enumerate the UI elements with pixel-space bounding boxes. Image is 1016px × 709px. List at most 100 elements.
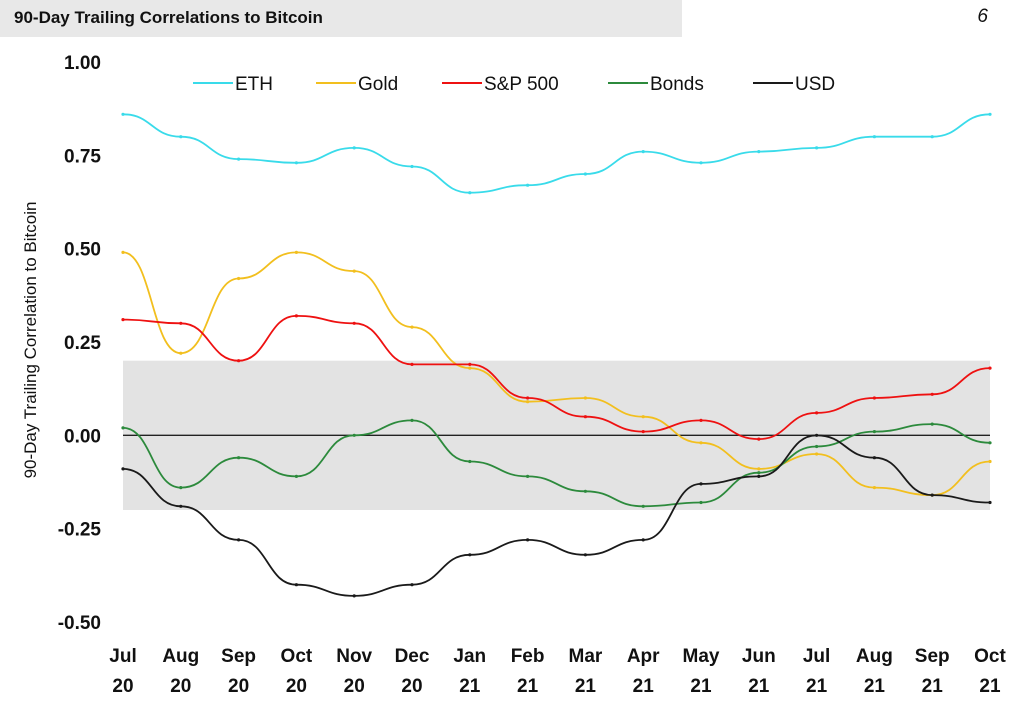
data-point	[699, 482, 703, 486]
data-point	[468, 362, 472, 366]
y-tick-label: 1.00	[64, 53, 101, 74]
data-point	[988, 366, 992, 370]
x-tick-year: 20	[170, 676, 191, 697]
x-tick-month: Mar	[569, 646, 603, 667]
data-point	[641, 150, 645, 154]
data-point	[930, 135, 934, 139]
x-tick-year: 21	[979, 676, 1001, 697]
data-point	[121, 250, 125, 254]
x-tick-month: Jun	[742, 646, 776, 667]
y-tick-label: 0.00	[64, 426, 101, 447]
data-point	[757, 471, 761, 475]
x-tick-year: 21	[517, 676, 539, 697]
data-point	[352, 321, 356, 325]
legend-label: S&P 500	[484, 74, 559, 95]
data-point	[988, 500, 992, 505]
y-tick-label: -0.50	[58, 613, 101, 634]
x-tick-month: Sep	[915, 646, 950, 667]
legend-label: Gold	[358, 74, 398, 95]
legend-label: USD	[795, 74, 835, 95]
data-point	[757, 474, 761, 478]
data-point	[410, 583, 414, 587]
data-point	[583, 553, 588, 557]
data-point	[757, 150, 761, 154]
data-point	[583, 489, 588, 493]
x-tick-year: 20	[286, 676, 307, 697]
x-axis-ticks: Jul 20 Aug 20 Sep 20 Oct 20 Nov 20 Dec 20 Jan 21 Feb 21…	[109, 646, 1006, 697]
data-point	[410, 325, 414, 329]
series-line-bonds	[122, 419, 991, 508]
data-point	[121, 112, 125, 116]
data-point	[237, 359, 241, 363]
x-tick-month: Jul	[109, 646, 136, 667]
data-point	[526, 538, 530, 542]
data-point	[179, 135, 183, 139]
data-point	[526, 396, 530, 400]
x-tick-year: 21	[575, 676, 597, 697]
data-point	[930, 493, 934, 497]
data-point	[872, 135, 877, 139]
y-axis-label: 90-Day Trailing Correlation to Bitcoin	[21, 202, 40, 479]
data-point	[294, 250, 298, 254]
data-point	[121, 467, 125, 471]
data-point	[294, 314, 298, 318]
x-tick-month: Oct	[974, 646, 1006, 667]
data-point	[237, 456, 241, 460]
data-point	[583, 396, 588, 400]
data-point	[410, 164, 414, 169]
title-bar: 90-Day Trailing Correlations to Bitcoin	[0, 0, 682, 37]
data-point	[815, 146, 819, 150]
x-tick-year: 21	[922, 676, 944, 697]
data-point	[757, 437, 761, 441]
x-tick-month: Jul	[803, 646, 830, 667]
data-point	[699, 500, 703, 505]
x-tick-month: May	[683, 646, 720, 667]
x-tick-year: 21	[459, 676, 481, 697]
data-point	[699, 161, 703, 165]
data-point	[179, 351, 183, 355]
data-point	[641, 538, 645, 542]
legend-label: Bonds	[650, 74, 704, 95]
data-point	[294, 161, 298, 165]
data-point	[641, 430, 645, 434]
data-point	[294, 583, 298, 587]
data-point	[641, 504, 645, 508]
chart-title: 90-Day Trailing Correlations to Bitcoin	[14, 8, 323, 27]
y-tick-label: 0.75	[64, 146, 101, 167]
data-point	[641, 415, 645, 419]
data-point	[526, 400, 530, 404]
x-tick-month: Dec	[395, 646, 430, 667]
x-tick-month: Aug	[162, 646, 199, 667]
data-point	[526, 474, 530, 478]
data-point	[179, 321, 183, 325]
data-point	[583, 172, 588, 176]
x-tick-year: 20	[401, 676, 422, 697]
y-tick-label: 0.50	[64, 240, 101, 261]
y-axis-ticks: 1.00 0.75 0.50 0.25 0.00 -0.25 -0.50	[58, 53, 102, 634]
data-point	[930, 392, 934, 396]
data-point	[410, 362, 414, 366]
data-point	[872, 486, 877, 490]
data-point	[468, 366, 472, 370]
data-point	[815, 411, 819, 415]
data-point	[526, 183, 530, 187]
x-tick-month: Nov	[336, 646, 372, 667]
series-line-s-p-500	[122, 315, 991, 440]
data-point	[121, 318, 125, 322]
data-point	[294, 474, 298, 478]
series-lines	[121, 112, 992, 598]
x-tick-year: 20	[344, 676, 365, 697]
data-point	[179, 486, 183, 490]
data-point	[468, 553, 472, 557]
x-tick-year: 21	[748, 676, 770, 697]
legend: ETH Gold S&P 500 Bonds USD	[193, 74, 835, 95]
data-point	[872, 456, 877, 460]
data-point	[930, 422, 934, 426]
data-point	[468, 459, 472, 464]
data-point	[583, 415, 588, 419]
data-point	[872, 430, 877, 434]
data-point	[352, 269, 356, 273]
x-tick-month: Aug	[856, 646, 893, 667]
data-point	[699, 418, 703, 422]
